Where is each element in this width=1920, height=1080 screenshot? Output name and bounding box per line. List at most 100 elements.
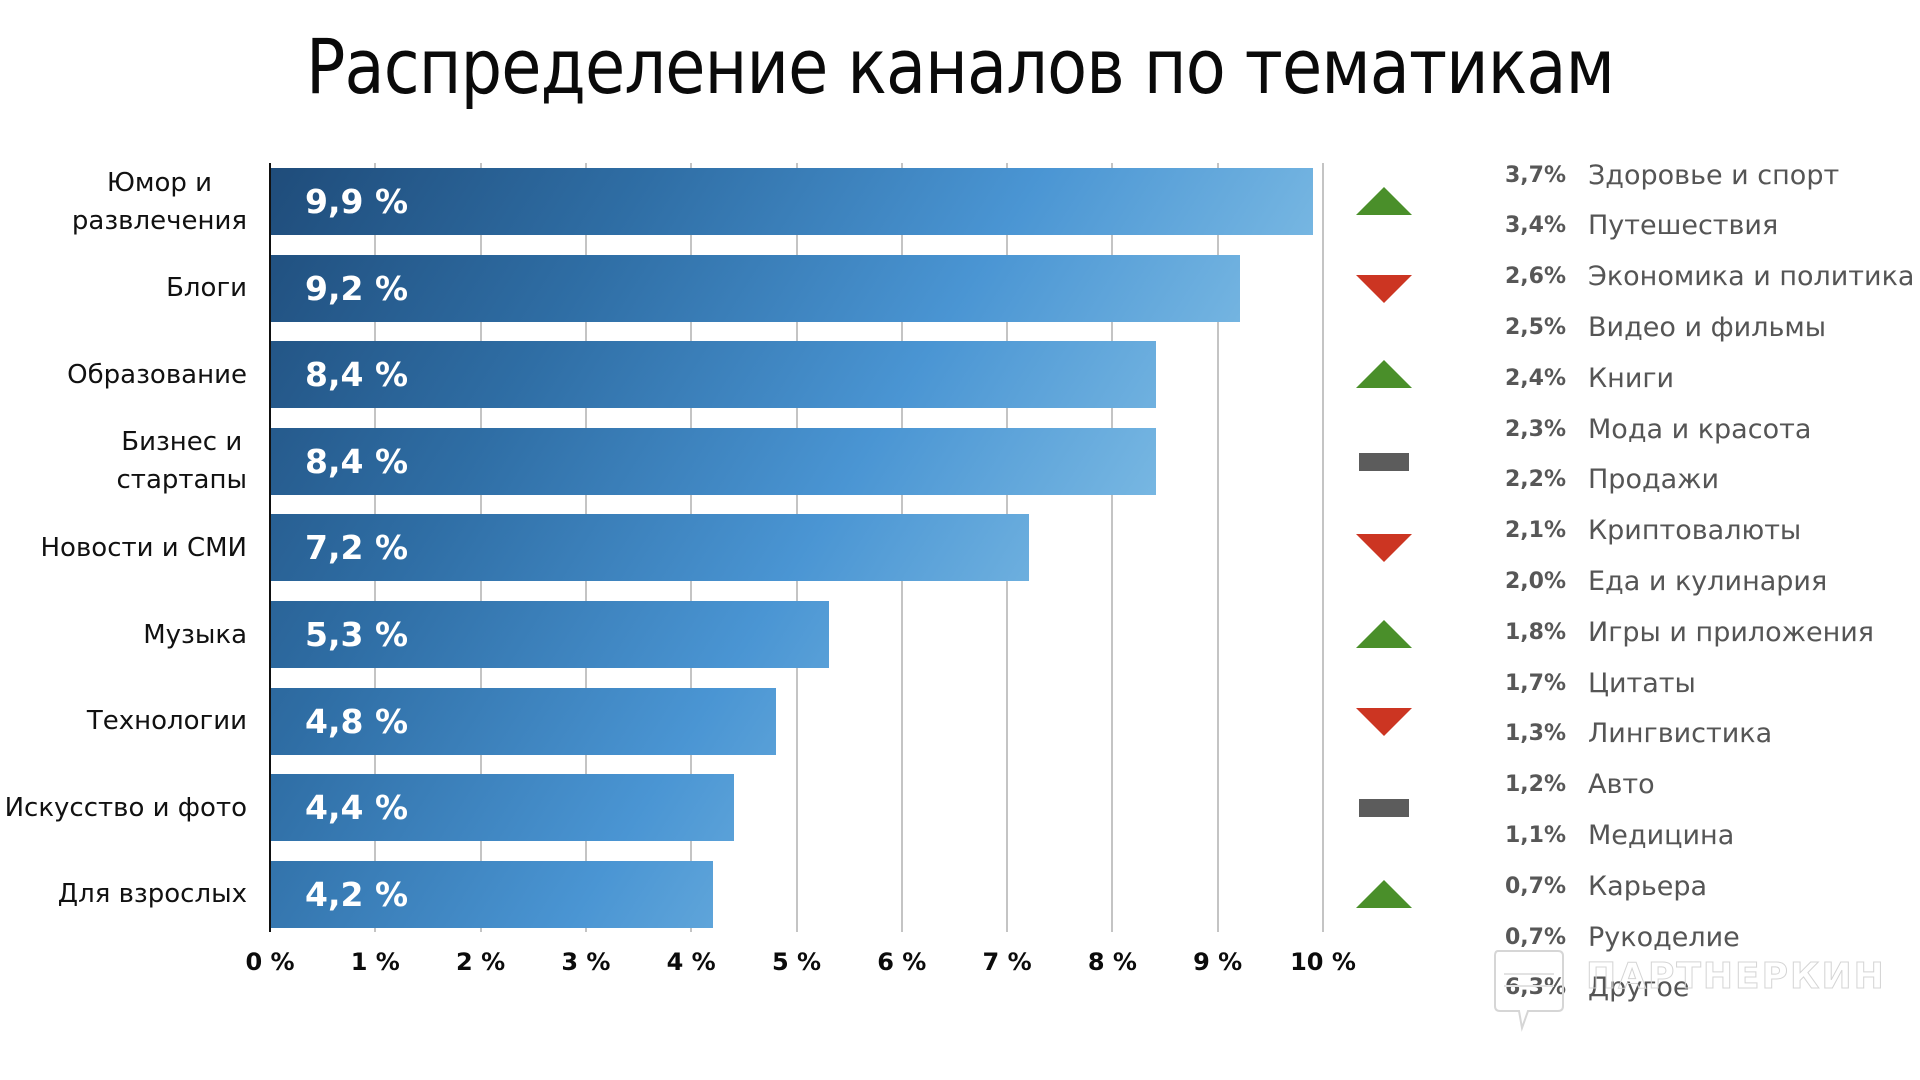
list-item-label: Книги xyxy=(1588,362,1675,394)
bar-row: Для взрослых 4,2 % xyxy=(0,860,1440,928)
list-item: 3,4% Путешествия xyxy=(1460,201,1920,251)
trend-indicator xyxy=(1356,452,1412,471)
x-tick-label: 5 % xyxy=(771,948,822,976)
list-item-percent: 2,6% xyxy=(1504,264,1566,290)
trend-up-icon xyxy=(1356,360,1412,389)
list-item-percent: 0,7% xyxy=(1504,924,1566,950)
category-label: Блоги xyxy=(0,255,247,322)
bar-row: Бизнес и стартапы 8,4 % xyxy=(0,427,1440,495)
gridline xyxy=(1322,163,1324,932)
list-item-percent: 2,0% xyxy=(1504,568,1566,594)
bar-value-label: 4,4 % xyxy=(305,788,409,828)
list-item-label: Еда и кулинария xyxy=(1588,565,1828,597)
trend-flat-icon xyxy=(1359,799,1409,818)
y-axis-line xyxy=(269,163,271,932)
category-label-text: Искусство и фото xyxy=(4,792,247,823)
list-item: 3,7% Здоровье и спорт xyxy=(1460,150,1920,200)
trend-indicator xyxy=(1356,360,1412,389)
x-tick-label: 3 % xyxy=(561,948,611,976)
category-label-text: Технологии xyxy=(86,706,247,737)
list-item-label: Мода и красота xyxy=(1588,413,1812,445)
bar: 9,2 % xyxy=(271,254,1240,322)
list-item-percent: 2,5% xyxy=(1504,314,1566,340)
category-label-text: Блоги xyxy=(166,273,247,304)
bar-row: Технологии 4,8 % xyxy=(0,687,1440,755)
list-item-label: Продажи xyxy=(1588,464,1720,496)
category-label: Новости и СМИ xyxy=(0,514,248,581)
list-item: 6,3% Другое xyxy=(1460,963,1920,1013)
category-label: Юмор и развлечения xyxy=(0,168,247,236)
trend-indicator xyxy=(1356,620,1412,648)
category-label-text: Для взрослых xyxy=(57,879,247,910)
list-item: 2,2% Продажи xyxy=(1460,455,1920,505)
bar-value-label: 9,2 % xyxy=(305,268,409,308)
list-item: 0,7% Карьера xyxy=(1460,861,1920,911)
bar-row: Новости и СМИ 7,2 % xyxy=(0,514,1440,582)
bar-value-label: 8,4 % xyxy=(305,441,409,481)
bar-value-label: 8,4 % xyxy=(305,355,409,395)
list-item-percent: 2,2% xyxy=(1504,467,1566,493)
list-item: 2,3% Мода и красота xyxy=(1460,404,1920,454)
bar-row: Музыка 5,3 % xyxy=(0,601,1440,668)
category-label: Для взрослых xyxy=(0,861,247,928)
list-item-label: Здоровье и спорт xyxy=(1588,159,1840,191)
bar-value-label: 4,2 % xyxy=(305,874,409,914)
list-item-percent: 3,4% xyxy=(1504,213,1566,239)
list-item-label: Авто xyxy=(1588,769,1655,801)
list-item-percent: 0,7% xyxy=(1504,873,1566,899)
trend-up-icon xyxy=(1356,620,1412,648)
bar: 4,8 % xyxy=(271,687,777,755)
category-label: Музыка xyxy=(0,601,247,668)
list-item: 1,1% Медицина xyxy=(1460,810,1920,860)
category-label-text: Музыка xyxy=(143,619,247,650)
bar: 4,2 % xyxy=(271,860,714,928)
list-item: 1,2% Авто xyxy=(1460,760,1920,810)
list-item-label: Медицина xyxy=(1588,819,1735,851)
x-tick-label: 9 % xyxy=(1193,948,1243,976)
list-item: 2,5% Видео и фильмы xyxy=(1460,302,1920,352)
list-item-percent: 1,7% xyxy=(1504,670,1566,696)
trend-indicator xyxy=(1356,534,1412,563)
list-item-label: Путешествия xyxy=(1588,210,1779,242)
list-item-label: Цитаты xyxy=(1588,667,1696,699)
trend-indicator xyxy=(1356,274,1412,303)
list-item-percent: 2,3% xyxy=(1504,416,1566,442)
trend-flat-icon xyxy=(1359,452,1409,471)
list-item-percent: 6,3% xyxy=(1504,975,1566,1001)
category-label: Технологии xyxy=(0,688,247,755)
bar: 8,4 % xyxy=(271,341,1156,409)
gridline xyxy=(1111,163,1114,932)
bar-value-label: 4,8 % xyxy=(305,701,409,741)
x-tick-label: 7 % xyxy=(982,948,1032,976)
list-item-percent: 2,1% xyxy=(1504,518,1566,544)
list-item-label: Криптовалюты xyxy=(1588,515,1802,547)
list-item-percent: 1,1% xyxy=(1504,822,1566,848)
list-item-label: Экономика и политика xyxy=(1588,261,1915,293)
list-item: 1,8% Игры и приложения xyxy=(1460,607,1920,657)
list-item-percent: 1,8% xyxy=(1504,619,1566,645)
chart-title: Распределение каналов по тематикам xyxy=(305,22,1615,111)
list-item-percent: 3,7% xyxy=(1504,162,1566,188)
trend-down-icon xyxy=(1356,707,1412,736)
list-item-label: Лингвистика xyxy=(1588,718,1773,750)
category-label: Искусство и фото xyxy=(0,774,247,841)
bar-value-label: 5,3 % xyxy=(305,615,409,654)
trend-up-icon xyxy=(1356,879,1412,908)
list-item-percent: 1,3% xyxy=(1504,721,1566,747)
bar: 5,3 % xyxy=(271,601,830,668)
category-label-text: Образование xyxy=(67,359,247,390)
x-tick-label: 2 % xyxy=(456,948,506,976)
list-item: 2,6% Экономика и политика xyxy=(1460,252,1920,302)
x-tick-label: 8 % xyxy=(1087,948,1137,976)
x-tick-label: 0 % xyxy=(245,948,295,976)
list-item-label: Другое xyxy=(1588,972,1690,1004)
trend-indicator xyxy=(1356,707,1412,736)
bar: 7,2 % xyxy=(271,514,1030,582)
bar: 4,4 % xyxy=(271,774,735,842)
trend-indicator xyxy=(1356,799,1412,818)
trend-indicator xyxy=(1356,879,1412,908)
list-item: 2,1% Криптовалюты xyxy=(1460,506,1920,556)
bar-row: Образование 8,4 % xyxy=(0,341,1440,409)
trend-down-icon xyxy=(1356,274,1412,303)
